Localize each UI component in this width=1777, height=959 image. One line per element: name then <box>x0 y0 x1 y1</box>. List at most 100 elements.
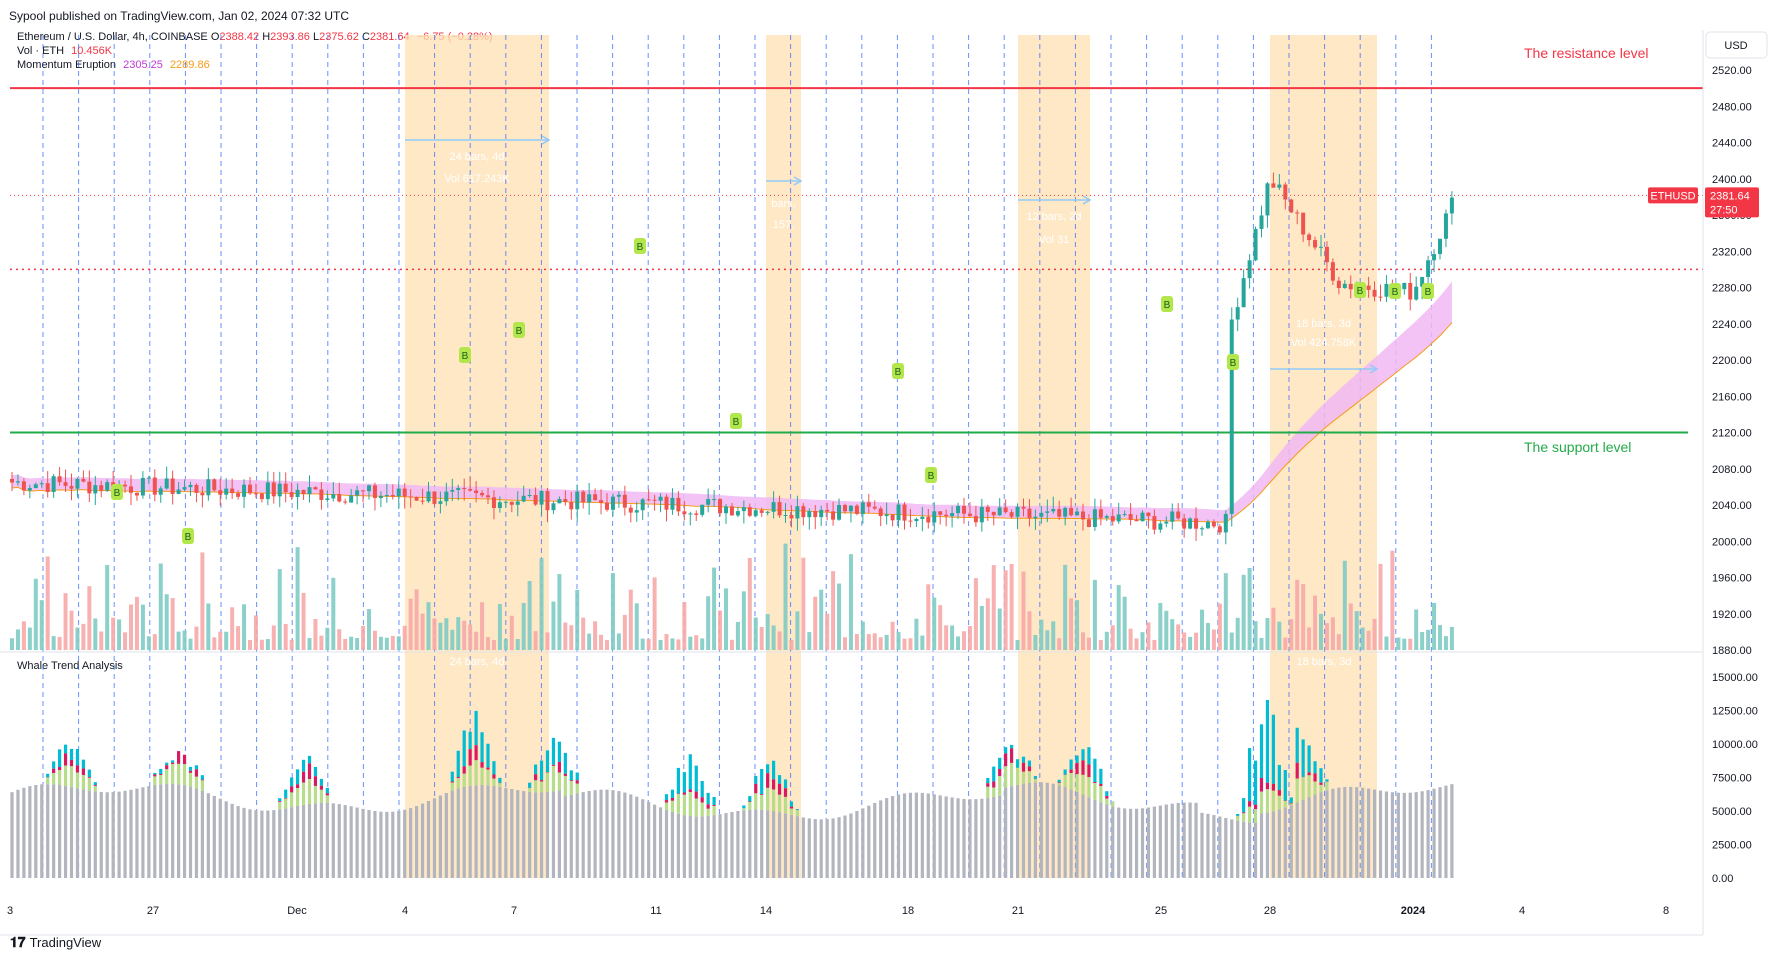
buy-signals: B B B B B B B B B B B B B <box>111 238 1434 544</box>
whale-bar-red <box>52 768 56 774</box>
candle-body <box>33 484 38 489</box>
volume-bar <box>343 638 348 650</box>
whale-bar-cyan <box>93 782 97 786</box>
volume-legend[interactable]: Vol · ETH 10.456K <box>17 45 112 57</box>
candle-body <box>1128 514 1133 520</box>
volume-bar <box>575 589 580 650</box>
volume-bar <box>1408 638 1413 650</box>
volume-bar <box>134 596 139 650</box>
whale-bar-gray <box>522 791 526 878</box>
whale-bar-gray <box>932 794 936 878</box>
whale-bar-gray <box>1206 813 1210 878</box>
whale-bar-cyan <box>748 796 752 802</box>
whale-bar-green <box>664 802 669 810</box>
volume-bar <box>587 633 592 650</box>
volume-bar <box>420 613 425 650</box>
candle-body <box>69 485 74 489</box>
whale-bar-gray <box>777 812 782 878</box>
whale-bar-cyan <box>290 777 294 787</box>
whale-bar-gray <box>551 791 556 878</box>
volume-bar <box>747 557 752 650</box>
whale-bar-gray <box>1307 796 1311 878</box>
candle-body <box>1324 246 1329 263</box>
volume-bar <box>1277 621 1282 650</box>
volume-bar <box>1075 600 1080 650</box>
whale-bar-cyan <box>46 773 50 778</box>
candle-body <box>408 496 413 498</box>
whale-bar-red <box>290 786 294 793</box>
candle-body <box>837 504 842 520</box>
buy-signal-marker <box>892 363 904 379</box>
whale-bar-gray <box>1010 786 1014 878</box>
whale-bar-gray <box>569 794 573 878</box>
candle-body <box>1033 516 1038 519</box>
whale-bar-gray <box>1402 792 1406 878</box>
whale-bar-green <box>528 788 532 792</box>
whale-bar-gray <box>254 810 258 878</box>
candle-body <box>176 489 181 494</box>
whale-bar-green <box>1004 766 1008 788</box>
candle-body <box>1217 526 1222 533</box>
tradingview-brand: TradingView <box>29 935 102 950</box>
candle-body <box>1378 296 1383 298</box>
volume-bar <box>307 638 312 650</box>
whale-bar-cyan <box>75 748 80 766</box>
whale-bar-red <box>1242 812 1246 814</box>
volume-bar <box>1366 630 1371 650</box>
high-value: 2393.86 <box>270 31 310 43</box>
candle-body <box>587 494 592 503</box>
candle-body <box>1122 514 1127 516</box>
volume-bar <box>230 607 235 650</box>
volume-bar <box>1033 635 1038 650</box>
whale-bar-red <box>777 783 782 795</box>
whale-bar-gray <box>724 813 728 878</box>
whale-bar-cyan <box>69 748 74 760</box>
volume-bar <box>1378 563 1383 650</box>
whale-bar-red <box>789 806 794 809</box>
publisher-header: Sypool published on TradingView.com, Jan… <box>9 9 349 23</box>
volume-bar <box>605 639 609 650</box>
volume-bar <box>301 592 306 650</box>
whale-bar-gray <box>980 798 984 878</box>
volume-bar <box>236 626 241 650</box>
candle-body <box>474 490 479 493</box>
volume-bar <box>729 639 734 650</box>
whale-bar-green <box>1010 762 1014 787</box>
whale-bar-red <box>783 788 788 797</box>
volume-bar <box>527 580 532 650</box>
candle-body <box>1194 518 1199 529</box>
volume-bar <box>69 610 74 650</box>
whale-bar-green <box>1319 784 1323 793</box>
whale-tick-label: 0.00 <box>1712 873 1733 885</box>
whale-bar-green <box>182 764 187 786</box>
volume-bar <box>1158 602 1163 650</box>
candle-body <box>962 506 966 514</box>
close-value: 2381.64 <box>369 31 410 43</box>
tradingview-logo[interactable]: 𝟏𝟕 TradingView <box>10 934 101 951</box>
volume-bar <box>866 634 871 650</box>
candle-body <box>224 488 229 495</box>
volume-bar <box>991 565 996 650</box>
whale-bar-cyan <box>1087 747 1091 765</box>
whale-bar-green <box>1027 771 1032 783</box>
whale-bar-red <box>296 784 300 789</box>
indicator-legend[interactable]: Momentum Eruption 2305.25 2289.86 <box>17 59 210 71</box>
whale-bar-gray <box>266 810 270 878</box>
whale-bar-gray <box>34 784 38 878</box>
whale-bar-gray <box>1283 807 1287 878</box>
volume-bar <box>807 632 812 650</box>
buy-signal-label: B <box>895 367 902 378</box>
whale-bar-gray <box>837 817 841 878</box>
volume-bar <box>902 638 907 650</box>
volume-bar <box>1223 573 1228 650</box>
whale-bar-cyan <box>301 759 306 772</box>
volume-bar <box>1253 621 1258 650</box>
whale-bar-green <box>795 810 799 817</box>
vertical-dashed-lines <box>42 35 1432 878</box>
volume-bar <box>1039 619 1044 650</box>
whale-bar-gray <box>1331 788 1335 878</box>
whale-bar-red <box>998 769 1002 776</box>
candle-body <box>10 478 14 483</box>
volume-bar <box>1319 613 1323 650</box>
